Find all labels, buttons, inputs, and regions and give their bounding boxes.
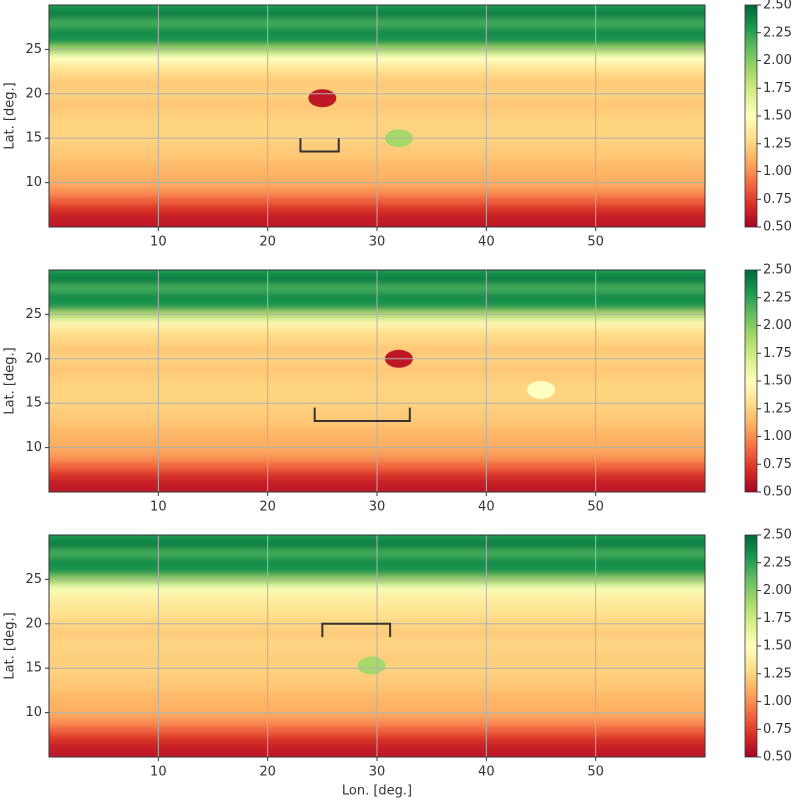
colorbar-tick-label: 0.50	[763, 485, 792, 500]
vortex	[308, 89, 337, 108]
panel: 10 20 30 40 50 10 15 20 25 Lat. [deg.] 0.50 0.75 1.0…	[3, 0, 792, 250]
vortex	[527, 380, 555, 399]
x-tick-label: 10	[150, 765, 167, 780]
colorbar	[744, 269, 758, 493]
colorbar-tick-label: 1.00	[763, 164, 792, 179]
y-tick-label: 15	[25, 396, 42, 411]
plot-area	[49, 535, 705, 757]
x-tick-label: 20	[259, 235, 276, 250]
x-tick-label: 20	[259, 765, 276, 780]
panel: 10 20 30 40 50 10 15 20 25 Lat. [deg.] Lon. [deg.]…	[3, 528, 792, 799]
y-tick-label: 25	[25, 572, 42, 587]
colorbar-tick-label: 0.75	[763, 457, 792, 472]
y-tick-label: 20	[25, 616, 42, 631]
colorbar-tick-label: 2.50	[763, 0, 792, 13]
colorbar-tick-label: 1.50	[763, 109, 792, 124]
colorbar	[744, 534, 758, 758]
y-axis-label: Lat. [deg.]	[3, 612, 18, 679]
bracket	[321, 622, 392, 638]
y-tick-label: 15	[25, 661, 42, 676]
x-tick-label: 30	[369, 500, 386, 515]
colorbar-tick-label: 1.00	[763, 429, 792, 444]
y-tick-label: 25	[25, 307, 42, 322]
y-tick-label: 10	[25, 705, 42, 720]
y-tick-label: 15	[25, 131, 42, 146]
x-tick-label: 30	[369, 765, 386, 780]
colorbar-tick-label: 0.75	[763, 722, 792, 737]
x-tick-label: 10	[150, 500, 167, 515]
y-axis-label: Lat. [deg.]	[3, 347, 18, 414]
x-tick-label: 50	[587, 500, 604, 515]
colorbar-tick-label: 0.75	[763, 192, 792, 207]
panel: 10 20 30 40 50 10 15 20 25 Lat. [deg.] 0.50 0.75 1.0…	[3, 263, 792, 515]
colorbar-tick-label: 1.75	[763, 611, 792, 626]
colorbar-tick-label: 2.25	[763, 290, 792, 305]
x-tick-label: 50	[587, 235, 604, 250]
bracket	[313, 407, 411, 422]
colorbar-tick-label: 2.25	[763, 555, 792, 570]
y-tick-label: 10	[25, 440, 42, 455]
y-axis-label: Lat. [deg.]	[3, 82, 18, 149]
colorbar-tick-label: 1.25	[763, 666, 792, 681]
colorbar-tick-label: 1.25	[763, 401, 792, 416]
colorbar-tick-label: 1.25	[763, 136, 792, 151]
colorbar-tick-label: 2.00	[763, 53, 792, 68]
x-tick-label: 40	[478, 500, 495, 515]
plot-area	[49, 5, 705, 227]
colorbar-tick-label: 2.00	[763, 318, 792, 333]
colorbar-tick-label: 0.50	[763, 220, 792, 235]
x-tick-label: 10	[150, 235, 167, 250]
x-tick-label: 40	[478, 235, 495, 250]
y-tick-label: 20	[25, 86, 42, 101]
vortex	[357, 656, 386, 675]
colorbar	[744, 4, 758, 228]
x-axis-label: Lon. [deg.]	[342, 784, 412, 799]
colorbar-tick-label: 1.75	[763, 346, 792, 361]
colorbar-tick-label: 1.75	[763, 81, 792, 96]
colorbar-tick-label: 2.00	[763, 583, 792, 598]
x-tick-label: 30	[369, 235, 386, 250]
y-tick-label: 25	[25, 42, 42, 57]
y-tick-label: 20	[25, 351, 42, 366]
colorbar-tick-label: 1.50	[763, 374, 792, 389]
x-tick-label: 20	[259, 500, 276, 515]
colorbar-tick-label: 2.50	[763, 263, 792, 278]
colorbar-tick-label: 2.50	[763, 528, 792, 543]
colorbar-tick-label: 0.50	[763, 750, 792, 765]
colorbar-tick-label: 1.50	[763, 639, 792, 654]
colorbar-tick-label: 2.25	[763, 25, 792, 40]
x-tick-label: 50	[587, 765, 604, 780]
plot-area	[49, 270, 705, 492]
y-tick-label: 10	[25, 175, 42, 190]
colorbar-tick-label: 1.00	[763, 694, 792, 709]
x-tick-label: 40	[478, 765, 495, 780]
bracket	[299, 138, 340, 153]
